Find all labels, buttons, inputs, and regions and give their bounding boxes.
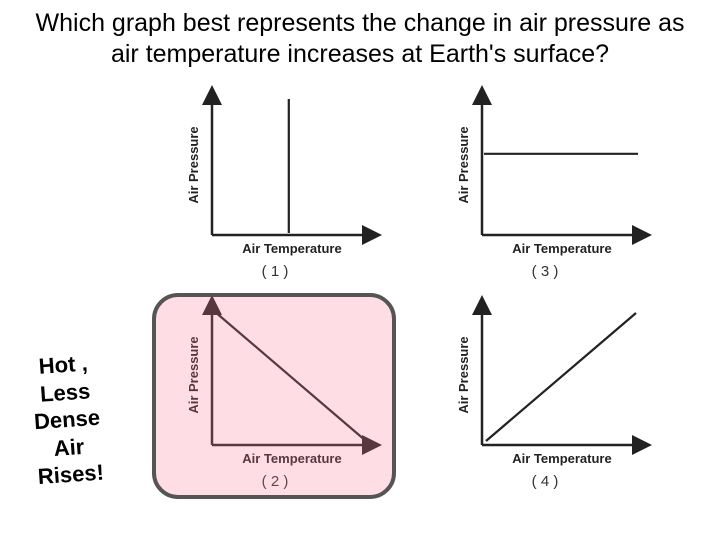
- graph-panel-4: Air Pressure Air Temperature ( 4 ): [430, 295, 660, 495]
- data-curve: [486, 313, 636, 441]
- graph-svg-2: Air Pressure Air Temperature: [160, 295, 390, 475]
- graph-svg-4: Air Pressure Air Temperature: [430, 295, 660, 475]
- question-text: Which graph best represents the change i…: [0, 0, 720, 75]
- y-axis-label: Air Pressure: [456, 336, 471, 413]
- graph-number-label: ( 4 ): [430, 473, 660, 490]
- graph-number-label: ( 1 ): [160, 263, 390, 280]
- graph-panel-3: Air Pressure Air Temperature ( 3 ): [430, 85, 660, 285]
- x-axis-label: Air Temperature: [512, 451, 611, 466]
- hint-text: Hot ,LessDenseAirRises!: [29, 348, 104, 490]
- y-axis-label: Air Pressure: [186, 126, 201, 203]
- x-axis-label: Air Temperature: [512, 241, 611, 256]
- graphs-grid: Air Pressure Air Temperature ( 1 ) Air P…: [0, 75, 720, 505]
- graph-number-label: ( 3 ): [430, 263, 660, 280]
- y-axis-label: Air Pressure: [456, 126, 471, 203]
- graph-svg-3: Air Pressure Air Temperature: [430, 85, 660, 265]
- y-axis-label: Air Pressure: [186, 336, 201, 413]
- data-curve: [214, 311, 366, 441]
- graph-svg-1: Air Pressure Air Temperature: [160, 85, 390, 265]
- x-axis-label: Air Temperature: [242, 451, 341, 466]
- x-axis-label: Air Temperature: [242, 241, 341, 256]
- graph-panel-2: Air Pressure Air Temperature ( 2 ): [160, 295, 390, 495]
- graph-panel-1: Air Pressure Air Temperature ( 1 ): [160, 85, 390, 285]
- graph-number-label: ( 2 ): [160, 473, 390, 490]
